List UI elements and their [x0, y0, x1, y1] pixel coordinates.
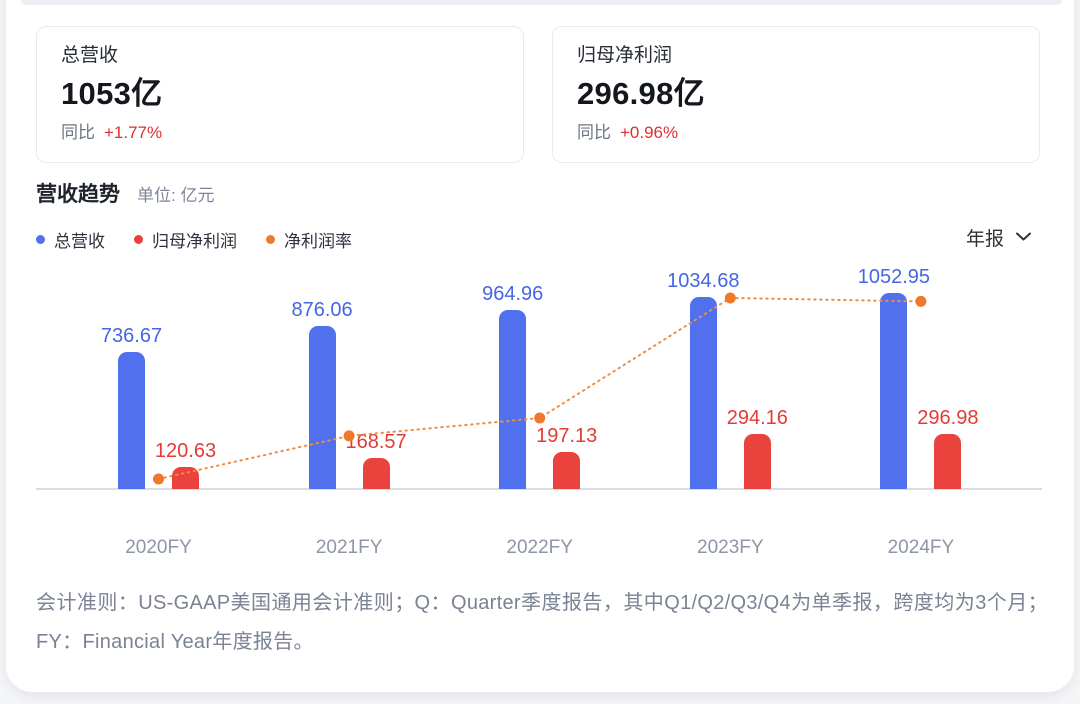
bar-value-label: 1034.68 [667, 269, 740, 292]
period-selector[interactable]: 年报 [966, 224, 1032, 251]
bar-value-label: 964.96 [482, 282, 544, 305]
x-axis-label: 2024FY [887, 537, 955, 558]
bar-value-label: 876.06 [291, 299, 353, 322]
metric-card-revenue: 总营收 1053亿 同比 +1.77% [36, 26, 524, 163]
yoy-label: 同比 [577, 123, 611, 142]
bar-value-label: 736.67 [100, 324, 163, 347]
bar-revenue-2024FY[interactable] [880, 293, 908, 489]
net-margin-point [915, 295, 927, 307]
metric-card-net-profit: 归母净利润 296.98亿 同比 +0.96% [552, 26, 1040, 163]
net-margin-point [153, 473, 164, 485]
section-header: 营收趋势 单位: 亿元 [36, 178, 214, 208]
bar-netprofit-2021FY[interactable] [362, 457, 390, 489]
bar-value-label: 120.63 [154, 439, 217, 462]
net-margin-point [343, 430, 355, 442]
x-axis-line [36, 488, 1042, 490]
x-axis-label: 2022FY [506, 537, 573, 558]
metric-value: 296.98亿 [577, 76, 705, 111]
metric-label: 归母净利润 [577, 45, 673, 66]
legend-dot-icon [36, 235, 45, 244]
x-axis-label: 2023FY [697, 537, 764, 558]
chevron-down-icon [1015, 229, 1032, 247]
legend-label: 总营收 [54, 232, 105, 251]
yoy-value: +0.96% [620, 123, 679, 142]
legend-item-1[interactable]: 归母净利润 [134, 227, 237, 252]
metric-label: 总营收 [61, 45, 119, 66]
bar-revenue-2020FY[interactable] [118, 351, 145, 489]
chart-legend: 总营收 归母净利润 净利润率 [36, 227, 352, 252]
bar-value-label: 296.98 [917, 406, 979, 429]
bar-netprofit-2022FY[interactable] [553, 452, 581, 489]
yoy-label: 同比 [61, 123, 95, 142]
net-margin-point [724, 292, 736, 304]
section-unit-label: 单位: 亿元 [137, 186, 215, 205]
bar-revenue-2021FY[interactable] [308, 326, 336, 489]
bar-revenue-2023FY[interactable] [689, 296, 717, 489]
legend-dot-icon [266, 235, 275, 244]
top-control-sliver [21, 0, 1062, 5]
yoy-value: +1.77% [104, 123, 163, 142]
bar-value-label: 294.16 [726, 407, 788, 430]
bar-value-label: 168.57 [345, 430, 407, 453]
bar-netprofit-2023FY[interactable] [743, 434, 771, 489]
x-axis-label: 2020FY [125, 537, 192, 558]
legend-label: 净利润率 [284, 232, 352, 251]
legend-item-0[interactable]: 总营收 [36, 227, 105, 252]
accounting-footnote: 会计准则：US-GAAP美国通用会计准则；Q：Quarter季度报告，其中Q1/… [36, 592, 1048, 653]
bar-value-label: 1052.95 [857, 266, 931, 289]
section-title: 营收趋势 [36, 183, 120, 206]
bar-netprofit-2024FY[interactable] [934, 433, 962, 489]
bar-netprofit-2020FY[interactable] [172, 466, 199, 489]
x-axis-label: 2021FY [315, 537, 383, 558]
period-selector-label: 年报 [965, 229, 1004, 250]
bar-value-label: 197.13 [536, 425, 598, 448]
net-margin-point [534, 412, 546, 424]
legend-dot-icon [134, 235, 143, 244]
legend-label: 归母净利润 [152, 232, 237, 251]
legend-item-2[interactable]: 净利润率 [266, 227, 352, 252]
bar-revenue-2022FY[interactable] [499, 309, 527, 489]
metric-value: 1053亿 [61, 76, 163, 111]
